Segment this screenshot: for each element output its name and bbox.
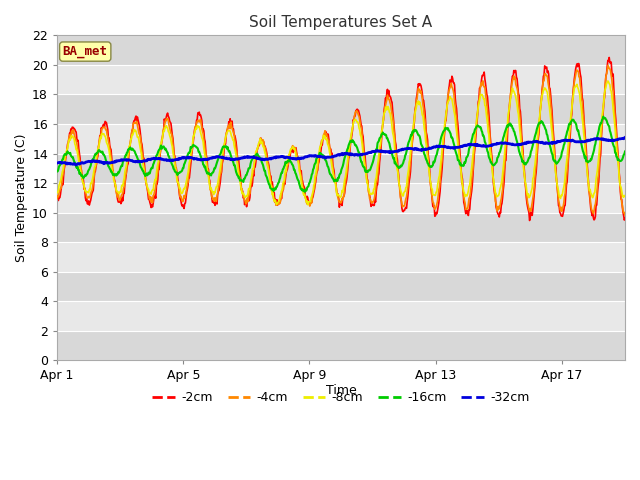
Bar <box>57 183 625 213</box>
Bar <box>57 36 625 65</box>
X-axis label: Time: Time <box>326 384 356 397</box>
Bar <box>57 65 625 95</box>
Y-axis label: Soil Temperature (C): Soil Temperature (C) <box>15 133 28 262</box>
Bar <box>57 272 625 301</box>
Legend: -2cm, -4cm, -8cm, -16cm, -32cm: -2cm, -4cm, -8cm, -16cm, -32cm <box>147 386 534 409</box>
Bar <box>57 331 625 360</box>
Bar <box>57 242 625 272</box>
Bar <box>57 95 625 124</box>
Text: BA_met: BA_met <box>63 45 108 58</box>
Bar <box>57 154 625 183</box>
Title: Soil Temperatures Set A: Soil Temperatures Set A <box>250 15 433 30</box>
Bar <box>57 213 625 242</box>
Bar <box>57 301 625 331</box>
Bar <box>57 124 625 154</box>
